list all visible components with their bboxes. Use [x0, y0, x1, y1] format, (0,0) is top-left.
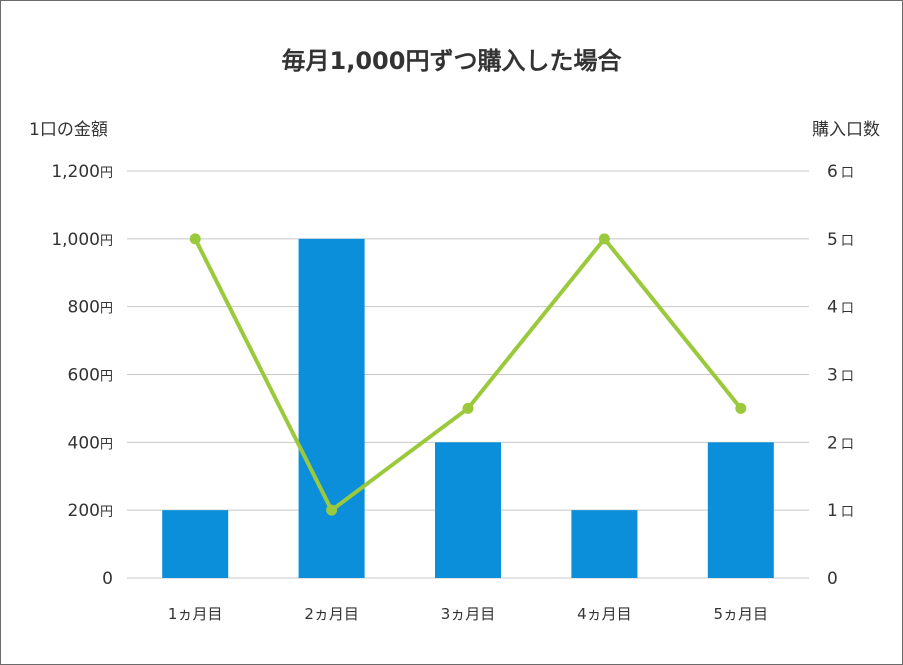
- y2-tick-label: 0: [827, 569, 838, 589]
- line-point: [189, 233, 201, 245]
- y-tick-label: 800円: [68, 298, 113, 318]
- y-tick-label: 400円: [68, 433, 113, 453]
- line-point: [735, 402, 747, 414]
- y-tick-label: 1,000円: [51, 230, 113, 250]
- bar: [571, 510, 638, 578]
- y-axis-title: 1口の金額: [29, 120, 108, 140]
- x-tick-label: 1ヵ月目: [168, 605, 223, 623]
- x-tick-label: 4ヵ月目: [577, 605, 632, 623]
- y-tick-label: 200円: [68, 501, 113, 521]
- x-tick-label: 2ヵ月目: [304, 605, 359, 623]
- y2-axis-title: 購入口数: [812, 120, 880, 140]
- y-tick-label: 1,200円: [51, 162, 113, 182]
- bar: [162, 510, 229, 578]
- bar: [298, 238, 365, 579]
- bar: [707, 442, 774, 578]
- line-point: [462, 402, 474, 414]
- x-tick-label: 3ヵ月目: [441, 605, 496, 623]
- chart-title: 毎月1,000円ずつ購入した場合: [281, 47, 622, 75]
- x-tick-label: 5ヵ月目: [714, 605, 769, 623]
- bar: [435, 442, 501, 578]
- line-point: [326, 504, 338, 516]
- line-point: [598, 233, 610, 245]
- y-tick-label: 0: [102, 569, 113, 589]
- y-tick-label: 600円: [68, 366, 113, 386]
